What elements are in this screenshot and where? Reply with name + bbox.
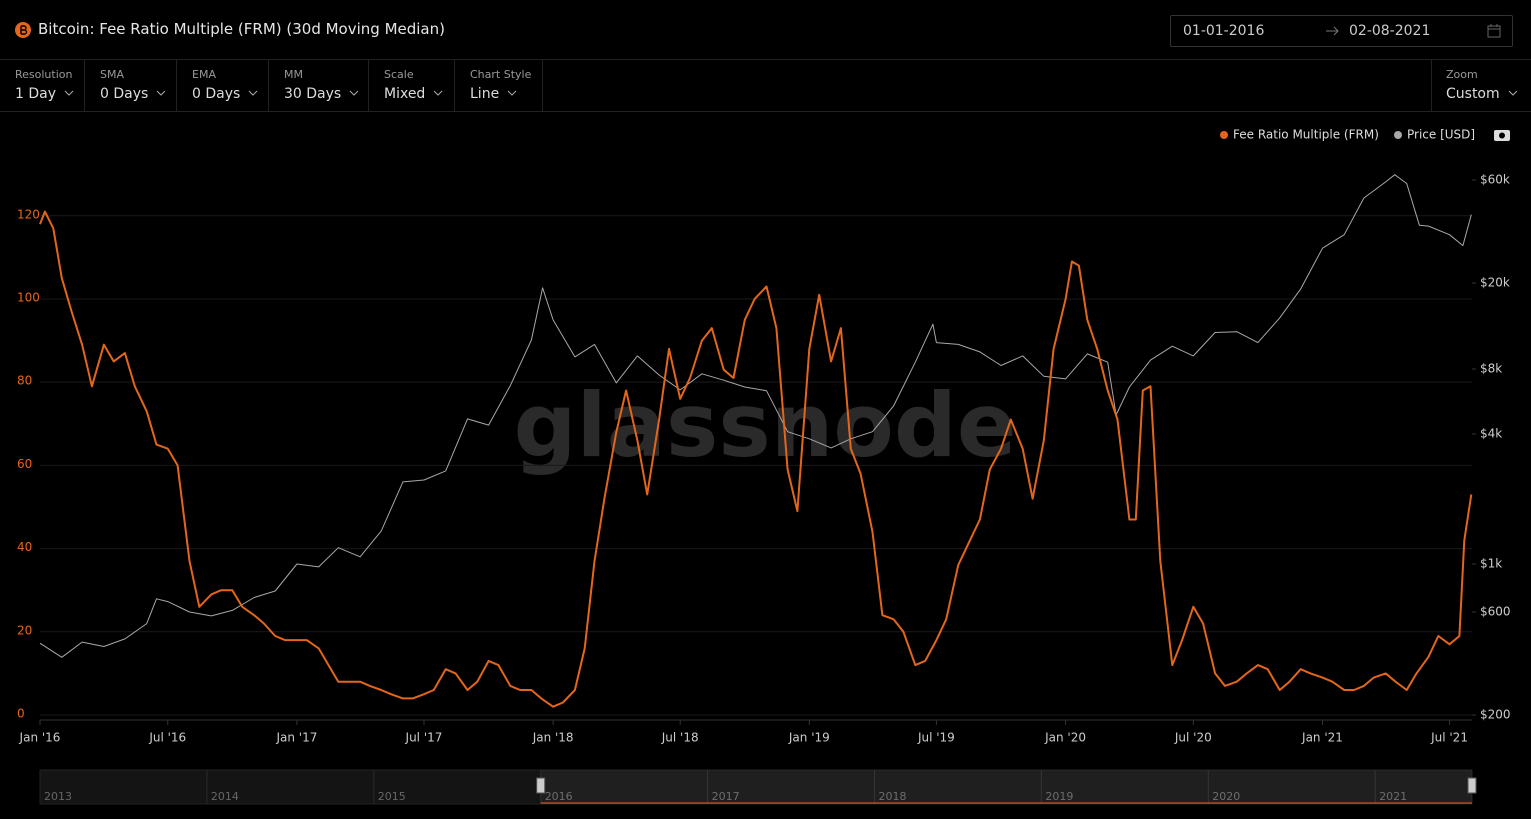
- navigator-label: 2020: [1212, 790, 1240, 803]
- control-value[interactable]: 1 Day: [15, 86, 84, 102]
- x-tick-label: Jul '21: [1430, 731, 1468, 745]
- logo: [15, 22, 31, 38]
- control[interactable]: Chart Style Line: [455, 60, 543, 111]
- navigator-selection: [540, 770, 1472, 804]
- navigator-label: 2015: [378, 790, 406, 803]
- control-label: Chart Style: [470, 68, 532, 81]
- y2-tick-label: $4k: [1480, 427, 1502, 441]
- control[interactable]: SMA 0 Days: [85, 60, 177, 111]
- controls: Zoom Custom Resolution 1 Day SMA 0 Days EMA 0…: [0, 60, 1531, 112]
- control[interactable]: Resolution 1 Day: [0, 60, 85, 111]
- control-value-text: 0 Days: [192, 86, 241, 102]
- y2-tick-label: $1k: [1480, 557, 1502, 571]
- y2-tick-label: $600: [1480, 604, 1511, 618]
- series-line: [39, 210, 1473, 708]
- y-tick-label: 80: [17, 374, 32, 388]
- y-tick-label: 0: [17, 707, 25, 721]
- chevron: [64, 90, 74, 96]
- navigator-label: 2013: [44, 790, 72, 803]
- y2-tick-label: $200: [1480, 708, 1511, 722]
- y-tick-label: 40: [17, 540, 32, 554]
- camera-lens: [1499, 132, 1505, 139]
- x-tick-label: Jul '20: [1174, 731, 1212, 745]
- x-tick-label: Jan '21: [1301, 731, 1343, 745]
- control[interactable]: EMA 0 Days: [177, 60, 269, 111]
- zoom-control[interactable]: Zoom Custom: [1431, 60, 1531, 111]
- control-value[interactable]: 30 Days: [284, 86, 368, 102]
- series-line: [39, 174, 1472, 658]
- navigator-handle[interactable]: [536, 777, 546, 794]
- control-value[interactable]: 0 Days: [192, 86, 268, 102]
- watermark: glassnode: [513, 374, 1016, 477]
- legend-marker: [1220, 131, 1228, 139]
- x-tick-label: Jan '18: [532, 731, 574, 745]
- y-tick-label: 120: [17, 207, 40, 221]
- x-tick-label: Jan '16: [19, 731, 61, 745]
- control-label: Resolution: [15, 68, 73, 81]
- y2-tick-label: $8k: [1480, 361, 1502, 375]
- zoom-value-text: Custom: [1446, 86, 1500, 102]
- control[interactable]: Scale Mixed: [369, 60, 455, 111]
- x-tick-label: Jul '18: [661, 731, 699, 745]
- control-value[interactable]: Mixed: [384, 86, 454, 102]
- control-label: MM: [284, 68, 303, 81]
- date-from[interactable]: 01-01-2016: [1183, 23, 1265, 39]
- control-value-text: Mixed: [384, 86, 426, 102]
- legend-marker: [1394, 131, 1402, 139]
- navigator-label: 2021: [1379, 790, 1407, 803]
- y-tick-label: 20: [17, 623, 32, 637]
- y2-tick-label: $20k: [1480, 276, 1510, 290]
- control-label: SMA: [100, 68, 124, 81]
- zoom-label: Zoom: [1446, 68, 1478, 81]
- control-value-text: Line: [470, 86, 500, 102]
- control-value[interactable]: 0 Days: [100, 86, 176, 102]
- arrow-icon: [1326, 26, 1339, 36]
- navigator-label: 2017: [712, 790, 740, 803]
- navigator-handle[interactable]: [1467, 777, 1477, 794]
- x-tick-label: Jan '17: [275, 731, 317, 745]
- chevron: [1508, 90, 1517, 96]
- y2-tick-label: $60k: [1480, 173, 1510, 187]
- control[interactable]: MM 30 Days: [269, 60, 369, 111]
- chevron: [349, 90, 359, 96]
- x-tick-label: Jul '16: [148, 731, 186, 745]
- calendar-icon[interactable]: [1487, 24, 1501, 38]
- x-tick-label: Jan '19: [788, 731, 830, 745]
- header: Bitcoin: Fee Ratio Multiple (FRM) (30d M…: [0, 0, 1531, 60]
- x-tick-label: Jul '19: [917, 731, 955, 745]
- control-value-text: 1 Day: [15, 86, 57, 102]
- legend-label: Price [USD]: [1407, 128, 1475, 142]
- control-value[interactable]: Line: [470, 86, 542, 102]
- navigator-label: 2018: [878, 790, 906, 803]
- date-range[interactable]: 01-01-2016 02-08-2021: [1170, 15, 1513, 47]
- date-to[interactable]: 02-08-2021: [1349, 23, 1431, 39]
- camera-icon[interactable]: [1494, 130, 1510, 141]
- y-tick-label: 60: [17, 457, 32, 471]
- control-value-text: 0 Days: [100, 86, 149, 102]
- x-tick-label: Jan '20: [1044, 731, 1086, 745]
- chevron: [248, 90, 258, 96]
- control-label: Scale: [384, 68, 414, 81]
- control-value-text: 30 Days: [284, 86, 342, 102]
- x-tick-label: Jul '17: [405, 731, 443, 745]
- chevron: [507, 90, 517, 96]
- navigator-label: 2014: [211, 790, 239, 803]
- chevron: [433, 90, 443, 96]
- title: Bitcoin: Fee Ratio Multiple (FRM) (30d M…: [38, 20, 445, 38]
- zoom-value[interactable]: Custom: [1446, 86, 1531, 102]
- navigator: [39, 769, 1473, 805]
- y-tick-label: 100: [17, 290, 40, 304]
- chevron: [156, 90, 166, 96]
- navigator-label: 2019: [1045, 790, 1073, 803]
- legend-label: Fee Ratio Multiple (FRM): [1233, 128, 1379, 142]
- navigator-label: 2016: [545, 790, 573, 803]
- control-label: EMA: [192, 68, 216, 81]
